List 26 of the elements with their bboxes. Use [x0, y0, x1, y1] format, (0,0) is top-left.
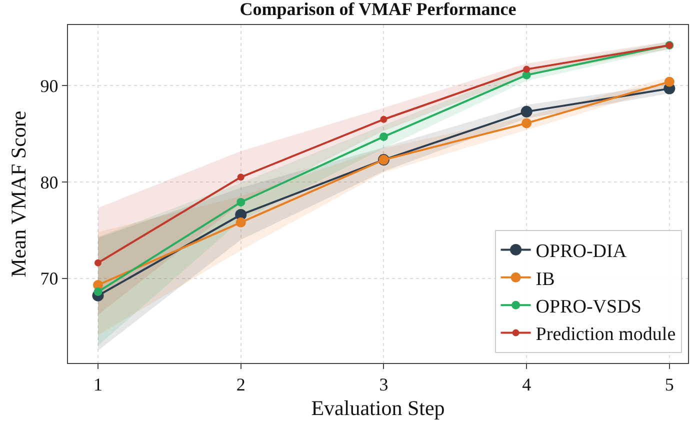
legend-label: OPRO-DIA	[536, 241, 627, 262]
chart-title: Comparison of VMAF Performance	[240, 0, 516, 19]
point	[94, 287, 102, 296]
point	[520, 106, 532, 118]
point	[380, 116, 388, 123]
point	[94, 259, 102, 266]
legend-label: IB	[536, 268, 555, 290]
x-tick-label: 2	[236, 374, 246, 395]
point	[523, 66, 530, 73]
x-tick-label: 1	[94, 374, 102, 395]
y-tick-label: 70	[40, 268, 58, 289]
y-tick-label: 80	[40, 172, 58, 192]
legend-label: OPRO-VSDS	[536, 296, 642, 318]
point	[664, 76, 674, 87]
x-tick-label: 3	[379, 374, 388, 395]
point	[522, 118, 532, 128]
legend-label: Prediction module	[536, 324, 676, 346]
x-tick-label: 4	[522, 374, 532, 395]
x-tick-label: 5	[664, 374, 674, 395]
point	[236, 198, 246, 206]
x-axis-title: Evaluation Step	[311, 396, 445, 420]
y-tick-label: 90	[40, 76, 58, 96]
point	[237, 174, 244, 181]
point	[379, 132, 388, 141]
y-axis-title: Mean VMAF Score	[6, 110, 30, 278]
point	[236, 217, 246, 228]
